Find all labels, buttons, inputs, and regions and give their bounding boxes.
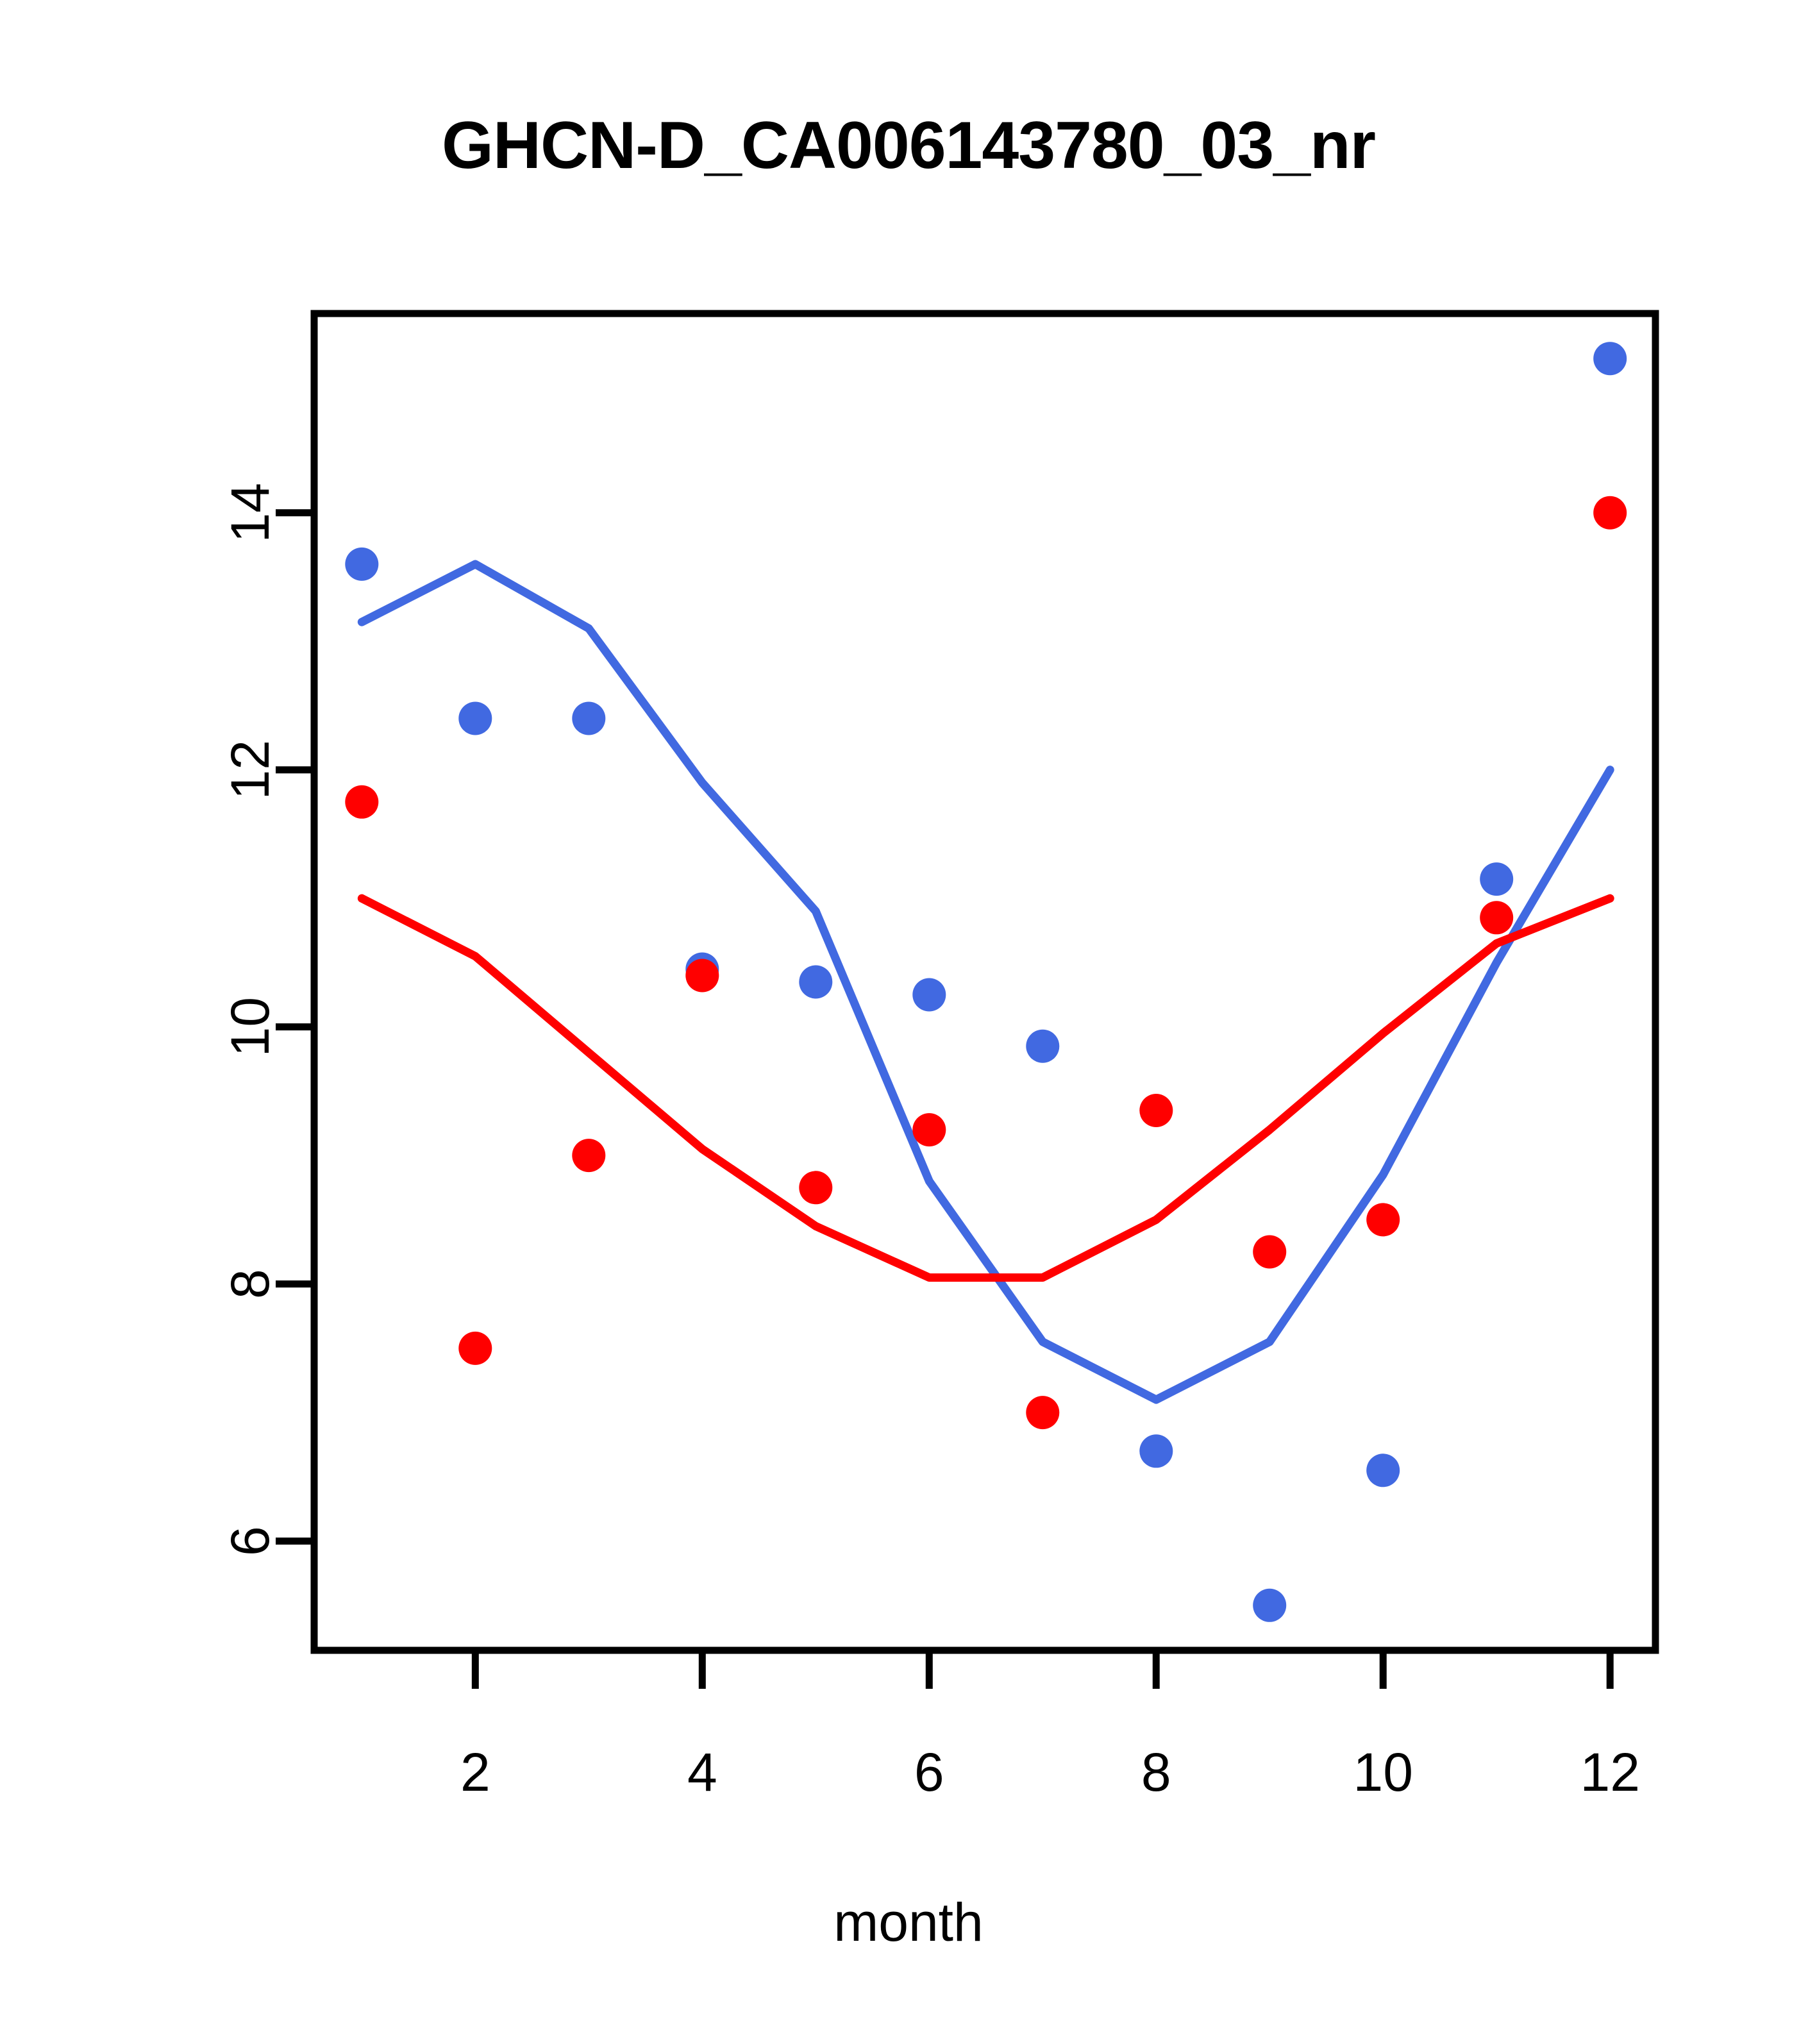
series-line-blue-line (357, 560, 1614, 1404)
y-tick-label: 8 (220, 1269, 280, 1299)
x-tick-label: 2 (460, 1742, 490, 1802)
x-tick-label: 8 (1141, 1742, 1171, 1802)
data-point-red-points (1253, 1235, 1287, 1269)
data-point-blue-points (1366, 1453, 1400, 1487)
data-point-blue-points (345, 547, 379, 581)
data-point-blue-points (912, 978, 946, 1012)
x-axis-label: month (833, 1892, 984, 1952)
data-point-red-points (1366, 1203, 1400, 1237)
x-tick-label: 6 (914, 1742, 944, 1802)
data-point-blue-points (1139, 1434, 1173, 1468)
data-point-blue-points (1480, 862, 1514, 896)
data-point-blue-points (1253, 1588, 1287, 1622)
data-point-red-points (1593, 496, 1627, 530)
x-axis-ticks (471, 1650, 1614, 1689)
data-point-red-points (1139, 1094, 1173, 1127)
plot-frame (310, 310, 1659, 1654)
y-tick-label: 14 (220, 483, 280, 542)
data-point-blue-points (458, 701, 492, 735)
x-tick-label: 12 (1580, 1742, 1639, 1802)
data-point-red-points (1026, 1396, 1060, 1430)
x-tick-label: 10 (1353, 1742, 1413, 1802)
data-point-blue-points (572, 701, 606, 735)
data-point-blue-points (799, 965, 833, 999)
y-tick-label: 6 (220, 1526, 280, 1556)
data-point-red-points (345, 785, 379, 819)
series-lines (357, 560, 1614, 1404)
page-title: GHCN-D_CA006143780_03_nr (442, 108, 1376, 183)
y-axis-ticks (276, 509, 314, 1545)
x-tick-label: 4 (687, 1742, 717, 1802)
y-axis-tick-labels: 6 8 10 12 14 (220, 483, 280, 1556)
data-point-red-points (458, 1331, 492, 1365)
data-point-red-points (1480, 901, 1514, 935)
y-tick-label: 10 (220, 997, 280, 1057)
data-point-red-points (685, 959, 719, 993)
y-tick-label: 12 (220, 740, 280, 800)
series-points (345, 342, 1627, 1622)
data-point-red-points (799, 1171, 833, 1205)
x-axis-tick-labels: 2 4 6 8 10 12 (460, 1742, 1640, 1802)
series-line-red-line (357, 894, 1614, 1282)
data-point-red-points (912, 1113, 946, 1147)
data-point-blue-points (1593, 342, 1627, 376)
data-point-red-points (572, 1139, 606, 1173)
data-point-blue-points (1026, 1029, 1060, 1063)
